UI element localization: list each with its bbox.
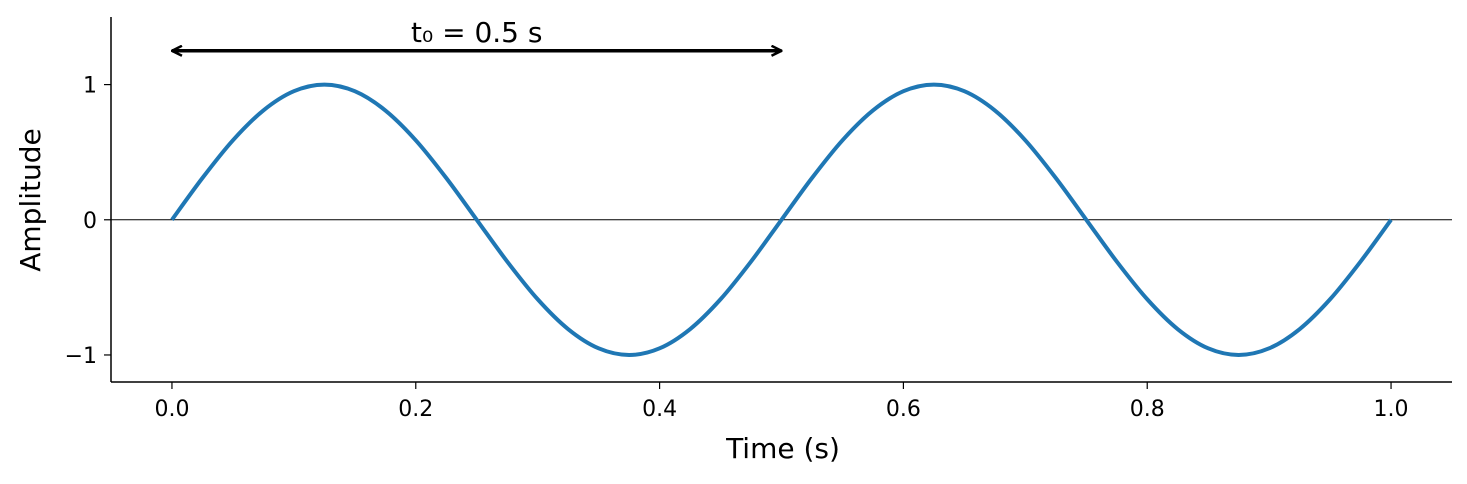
x-tick-label: 0.4 (642, 397, 677, 422)
x-tick-label: 0.0 (154, 397, 189, 422)
x-axis-label: Time (s) (725, 432, 840, 465)
line-series (170, 82, 1393, 357)
y-tick-label: −1 (65, 344, 97, 369)
y-tick-label: 0 (83, 209, 97, 234)
x-tick-label: 0.2 (398, 397, 433, 422)
y-tick-label: 1 (83, 74, 97, 99)
annotation-text: t₀ = 0.5 s (411, 16, 542, 49)
x-tick-label: 0.6 (886, 397, 921, 422)
x-tick-label: 1.0 (1374, 397, 1409, 422)
y-axis-label: Amplitude (14, 128, 47, 272)
x-tick-label: 0.8 (1130, 397, 1165, 422)
